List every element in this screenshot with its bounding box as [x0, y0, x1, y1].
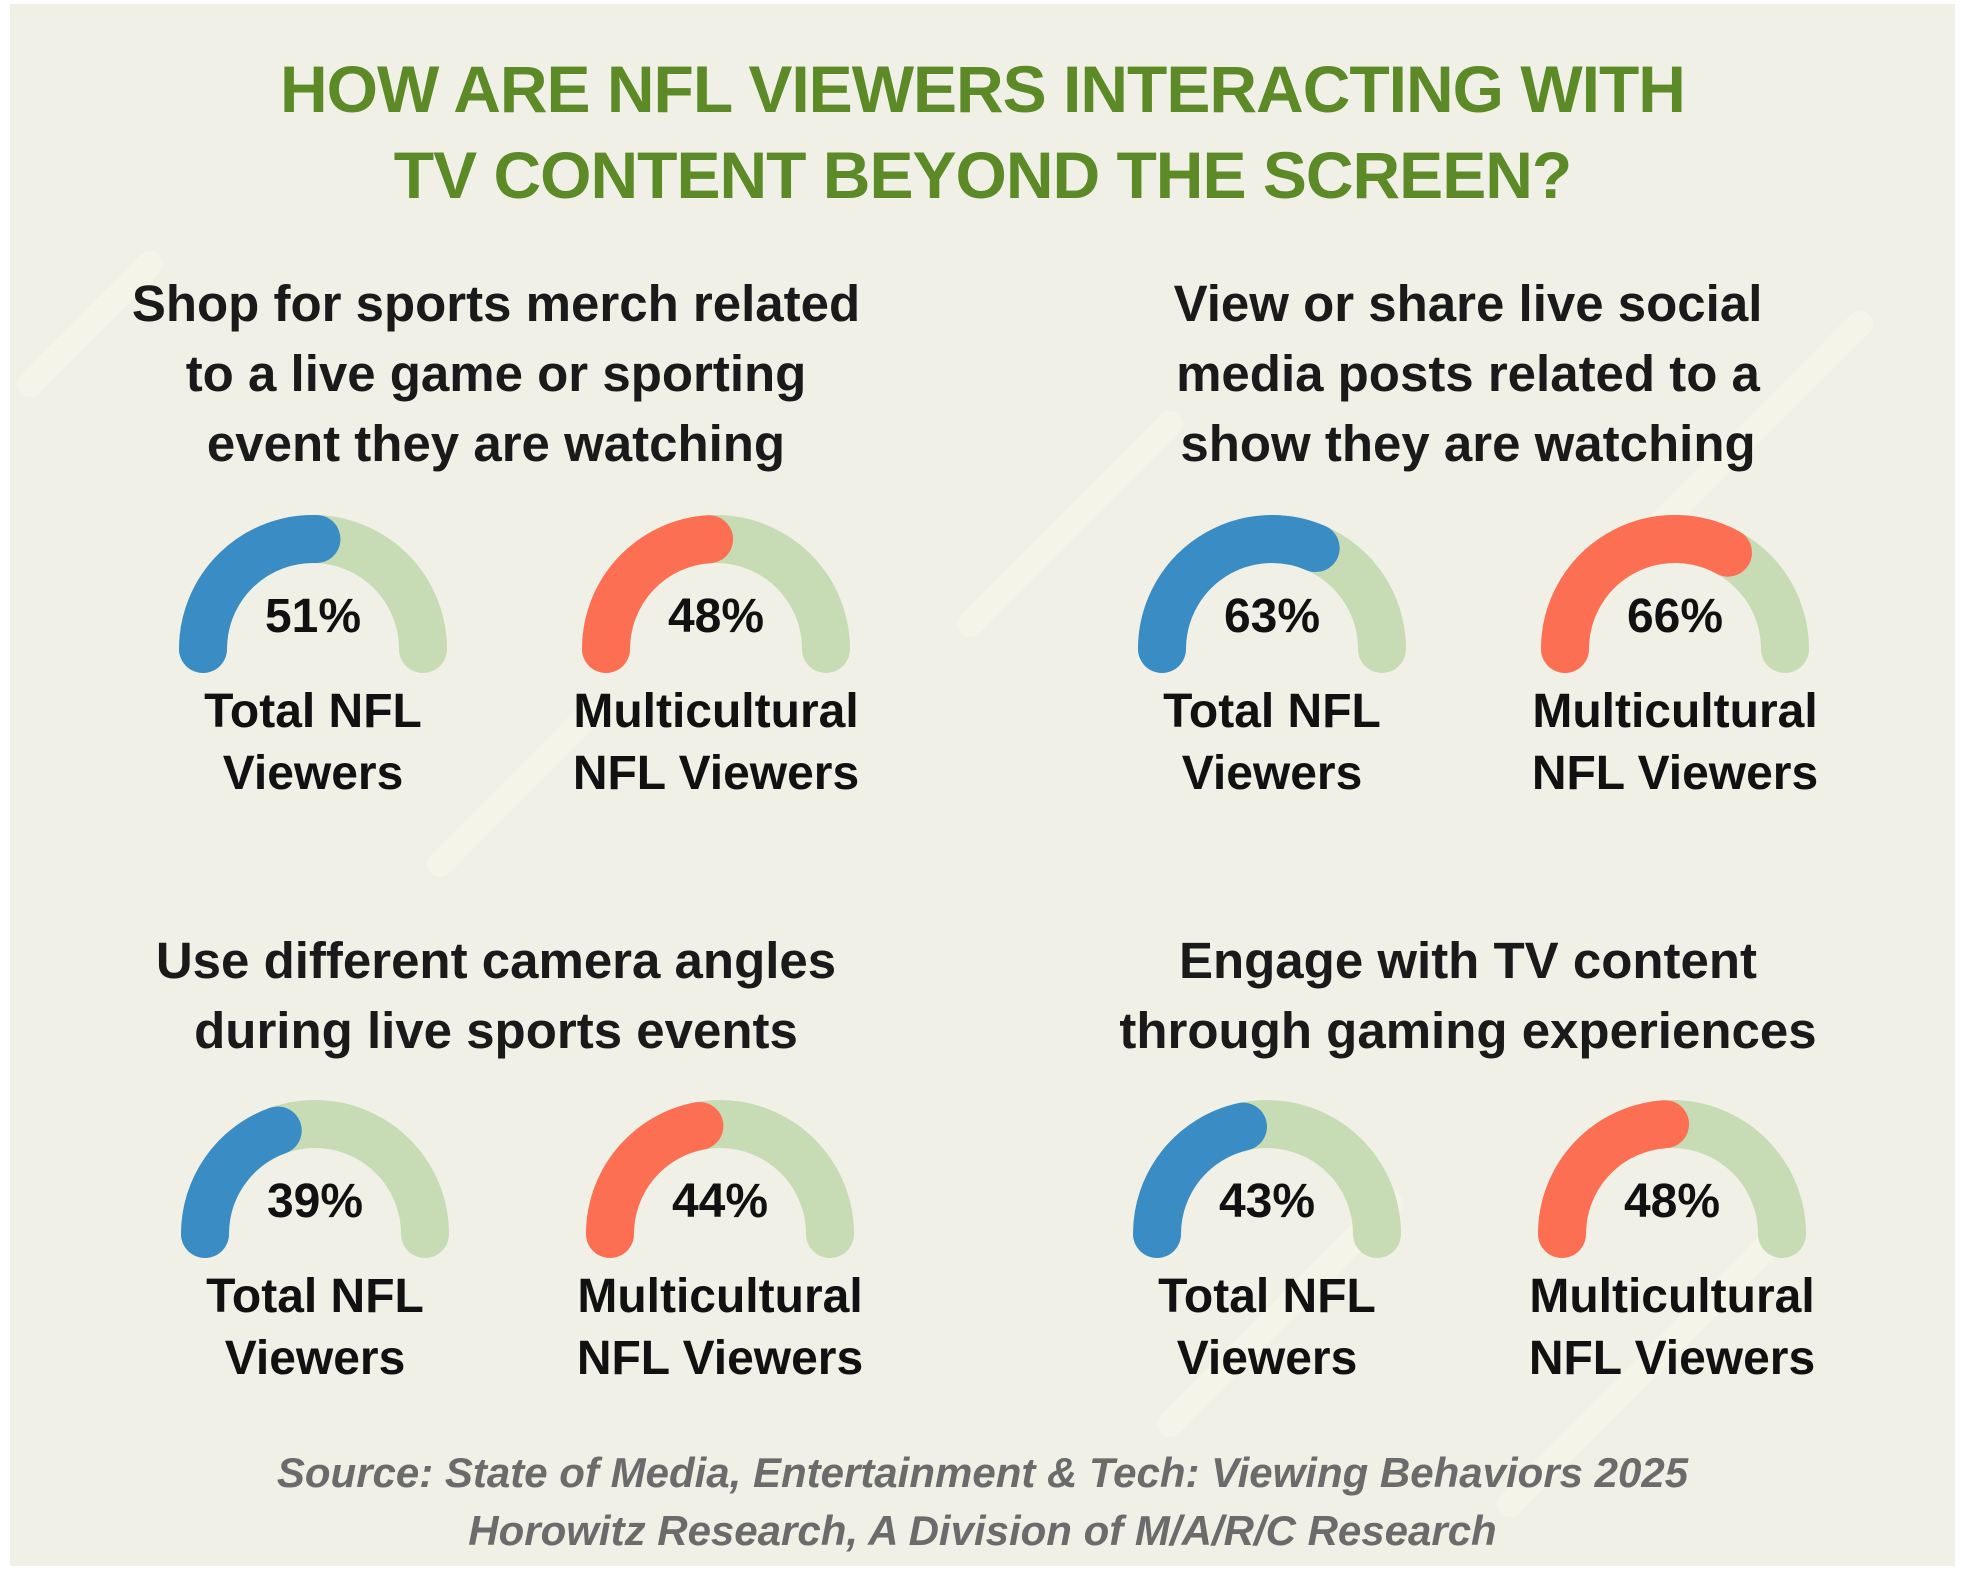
- gauge-svg: [1133, 1100, 1401, 1258]
- panel-social-media: View or share live social media posts re…: [982, 269, 1954, 989]
- background-decoration: [17, 251, 1873, 1517]
- gauge-label: Multicultural NFL Viewers: [1485, 681, 1865, 805]
- panel-title-line: media posts related to a: [1176, 345, 1760, 402]
- gauge-value: 43%: [1218, 1175, 1316, 1228]
- gauge-label-line: Multicultural: [1529, 1270, 1815, 1323]
- panel-title: Use different camera angles during live …: [10, 926, 982, 1066]
- panel-gaming: Engage with TV content through gaming ex…: [982, 926, 1954, 1566]
- gauge-label-line: Total NFL: [204, 685, 422, 738]
- gauge-value: 39%: [266, 1175, 364, 1228]
- gauge-fill: [181, 1106, 302, 1258]
- gauge-fill: [1138, 515, 1340, 673]
- gauge-multicultural-nfl: 66% Multicultural NFL Viewers: [1525, 509, 1825, 809]
- gauge-label-line: Total NFL: [1158, 1270, 1376, 1323]
- gauge-fill: [582, 515, 734, 673]
- gauge-label-line: Viewers: [222, 747, 404, 800]
- panel-title: Shop for sports merch related to a live …: [10, 269, 982, 479]
- gauge-label-line: Multicultural: [573, 685, 859, 738]
- panel-camera-angles: Use different camera angles during live …: [10, 926, 982, 1566]
- panel-title-line: event they are watching: [206, 415, 786, 472]
- panel-title: View or share live social media posts re…: [982, 269, 1954, 479]
- main-title-line: HOW ARE NFL VIEWERS INTERACTING WITH: [280, 52, 1686, 126]
- gauge-total-nfl: 39% Total NFL Viewers: [165, 1094, 465, 1394]
- panel-title-line: Use different camera angles: [155, 932, 837, 989]
- gauge-svg: [181, 1100, 449, 1258]
- gauge-label-line: NFL Viewers: [1528, 1332, 1816, 1385]
- gauge-label-line: Viewers: [224, 1332, 406, 1385]
- gauge-svg: [1541, 515, 1809, 673]
- panel-title-line: Shop for sports merch related: [131, 275, 861, 332]
- gauge-label-line: Total NFL: [206, 1270, 424, 1323]
- panel-title-line: show they are watching: [1180, 415, 1756, 472]
- gauge-svg: [586, 1100, 854, 1258]
- gauge-fill: [1538, 1100, 1690, 1258]
- gauge-svg: [582, 515, 850, 673]
- main-title-line: TV CONTENT BEYOND THE SCREEN?: [393, 138, 1572, 212]
- panel-title-line: Engage with TV content: [1178, 932, 1757, 989]
- panel-title-line: during live sports events: [194, 1002, 798, 1059]
- gauge-label: Total NFL Viewers: [1077, 1266, 1457, 1390]
- main-title: HOW ARE NFL VIEWERS INTERACTING WITH TV …: [10, 46, 1955, 218]
- gauge-value: 51%: [264, 590, 362, 643]
- gauge-total-nfl: 43% Total NFL Viewers: [1117, 1094, 1417, 1394]
- gauge-label-line: Total NFL: [1163, 685, 1381, 738]
- gauge-label-line: NFL Viewers: [1531, 747, 1819, 800]
- gauge-label-line: Viewers: [1176, 1332, 1358, 1385]
- gauge-value: 44%: [671, 1175, 769, 1228]
- gauge-svg: [179, 515, 447, 673]
- panel-title-line: View or share live social: [1173, 275, 1763, 332]
- source-note: Source: State of Media, Entertainment & …: [10, 1444, 1955, 1560]
- gauge-label: Total NFL Viewers: [125, 1266, 505, 1390]
- source-line: Source: State of Media, Entertainment & …: [276, 1449, 1689, 1496]
- gauge-value: 48%: [667, 590, 765, 643]
- panel-title-line: through gaming experiences: [1119, 1002, 1817, 1059]
- gauge-label-line: Multicultural: [577, 1270, 863, 1323]
- infographic-card: HOW ARE NFL VIEWERS INTERACTING WITH TV …: [10, 4, 1955, 1566]
- gauge-label-line: NFL Viewers: [572, 747, 860, 800]
- gauge-label: Total NFL Viewers: [123, 681, 503, 805]
- gauge-value: 66%: [1626, 590, 1724, 643]
- gauge-label-line: NFL Viewers: [576, 1332, 864, 1385]
- gauge-fill: [1133, 1102, 1267, 1258]
- panel-title: Engage with TV content through gaming ex…: [982, 926, 1954, 1066]
- gauge-multicultural-nfl: 44% Multicultural NFL Viewers: [570, 1094, 870, 1394]
- gauge-multicultural-nfl: 48% Multicultural NFL Viewers: [1522, 1094, 1822, 1394]
- gauge-label-line: Multicultural: [1532, 685, 1818, 738]
- panel-title-line: to a live game or sporting: [185, 345, 807, 402]
- gauge-label: Multicultural NFL Viewers: [1482, 1266, 1862, 1390]
- gauge-total-nfl: 63% Total NFL Viewers: [1122, 509, 1422, 809]
- gauge-fill: [1541, 515, 1752, 673]
- gauge-svg: [1138, 515, 1406, 673]
- gauge-fill: [179, 515, 341, 673]
- gauge-value: 63%: [1223, 590, 1321, 643]
- gauge-label: Total NFL Viewers: [1082, 681, 1462, 805]
- gauge-multicultural-nfl: 48% Multicultural NFL Viewers: [566, 509, 866, 809]
- panel-shop-merch: Shop for sports merch related to a live …: [10, 269, 982, 989]
- gauge-label: Multicultural NFL Viewers: [526, 681, 906, 805]
- gauge-label: Multicultural NFL Viewers: [530, 1266, 910, 1390]
- gauge-value: 48%: [1623, 1175, 1721, 1228]
- gauge-svg: [1538, 1100, 1806, 1258]
- source-line: Horowitz Research, A Division of M/A/R/C…: [468, 1507, 1497, 1554]
- gauge-total-nfl: 51% Total NFL Viewers: [163, 509, 463, 809]
- gauge-label-line: Viewers: [1181, 747, 1363, 800]
- gauge-fill: [586, 1101, 724, 1258]
